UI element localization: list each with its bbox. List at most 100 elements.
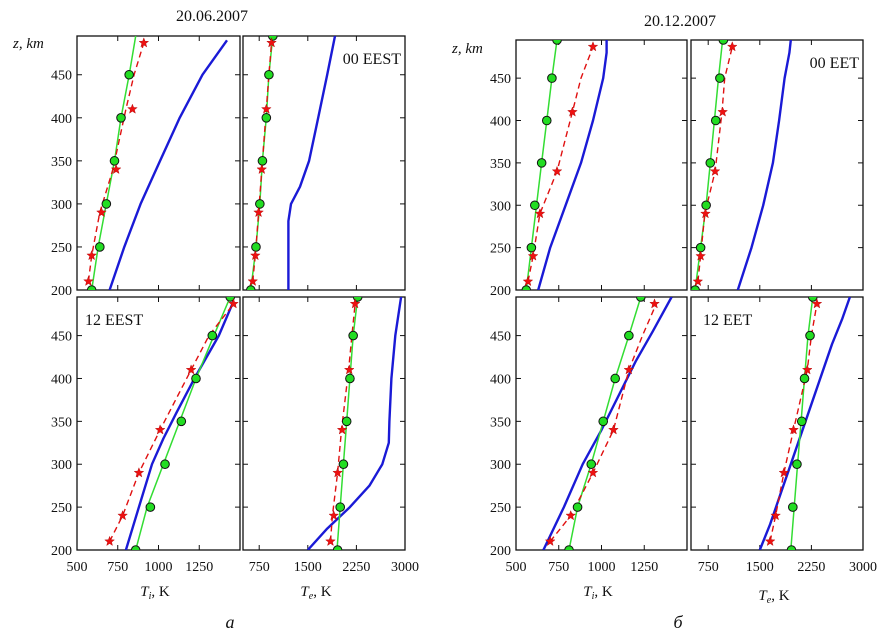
red-star-marker [770,510,781,521]
red-star-marker [587,41,599,52]
red-star-marker [332,467,343,478]
y-tick-label: 350 [51,155,72,170]
panel-plot-area [83,36,228,290]
green-circle-marker [799,373,810,384]
green-circle-marker [245,285,256,290]
green-circle-marker [338,459,349,470]
green-circle-marker [792,459,802,470]
right-y-axis-label-text: z, km [451,41,483,57]
green-circle-marker [796,416,807,427]
panel-time-label: 12 EET [703,312,753,329]
red-star-marker [228,298,239,309]
red-star-marker [726,41,738,52]
x-tick-label: 500 [506,560,527,575]
green-circle-marker [225,297,236,302]
green-circle-marker [530,200,540,211]
y-tick-label: 200 [490,544,511,559]
y-tick-label: 300 [51,198,72,213]
red-star-marker [250,250,261,261]
red-dashed-line [87,42,145,282]
red-star-marker [256,163,268,174]
panel-plot-area [306,297,403,550]
x-tick-label: 2250 [797,560,825,575]
green-circle-marker [526,242,537,253]
red-star-marker [110,163,122,174]
panel-plot-area [104,297,239,550]
green-circle-marker [718,40,729,45]
red-star-marker [587,467,599,478]
green-circle-marker [176,416,187,427]
blue-model-curve [306,297,403,550]
green-circle-marker [268,36,278,41]
green-circle-marker [264,69,274,80]
green-circle-marker [598,416,609,427]
red-star-marker [527,250,539,261]
green-circle-marker [130,545,141,550]
red-star-marker [717,106,728,117]
x-tick-label: 500 [67,560,88,575]
panel-time-label: 00 EEST [343,51,401,68]
right-figure-label: б [673,612,683,632]
right-y-axis-label: z, km [451,41,483,57]
red-star-marker [133,467,145,478]
red-star-marker [692,275,704,287]
green-circle-marker [552,40,562,45]
blue-model-curve [537,40,608,290]
green-circle-marker [521,285,532,290]
panel-a_te_00: 00 EEST [242,35,406,291]
green-circle-marker [807,297,818,302]
y-tick-label: 200 [51,284,72,299]
red-star-marker [695,250,706,261]
red-star-marker [649,298,660,309]
y-tick-label: 450 [51,69,72,84]
green-circle-marker [636,297,646,302]
red-star-marker [185,364,197,375]
y-tick-label: 350 [490,415,511,430]
a-ti-axis-title: Ti, K [140,584,170,602]
panel-a_ti_00: 200 250 300 350 400 450 [51,35,241,299]
panel-plot-area [245,36,337,290]
green-circle-marker [610,373,620,384]
green-circle-marker [701,200,711,211]
x-tick-label: 1500 [746,560,774,575]
green-circle-marker [255,199,265,209]
x-tick-label: 1500 [294,560,322,575]
green-circle-marker [207,330,218,341]
green-circle-marker [191,373,201,384]
y-tick-label: 350 [490,157,511,172]
y-tick-label: 250 [51,241,72,256]
red-star-marker [551,165,563,176]
x-tick-label: 1250 [185,560,213,575]
green-circle-marker [536,158,547,168]
green-circle-marker [786,545,797,550]
panel-a_te_12: 750 1500 2250 3000 [242,296,419,575]
y-tick-label: 400 [51,112,72,127]
green-circle-marker [341,416,352,427]
y-tick-label: 250 [490,501,511,516]
red-star-marker [328,510,340,521]
blue-model-curve [124,300,235,550]
green-circle-marker [705,158,716,168]
green-circle-marker [564,545,574,550]
red-star-marker [253,206,264,218]
red-star-marker [266,37,277,48]
y-tick-label: 400 [51,372,72,387]
red-star-marker [764,535,776,546]
red-star-marker [522,275,534,287]
green-circle-marker [332,545,343,550]
right-title: 20.12.2007 [644,13,716,30]
y-tick-label: 450 [490,330,511,345]
panels-group: 200 250 300 350 400 450 00 EEST 200 250 300 350 400… [51,35,877,575]
green-circle-marker [624,330,634,341]
red-star-marker [138,37,150,48]
red-star-marker [96,206,107,218]
panel-plot-area [521,40,608,290]
x-tick-label: 1000 [588,560,616,575]
red-star-marker [700,208,711,219]
panel-time-label: 12 EEST [85,312,143,329]
x-tick-label: 1250 [630,560,658,575]
x-tick-label: 1000 [145,560,173,575]
red-star-marker [534,208,546,219]
green-circle-marker [715,73,725,83]
